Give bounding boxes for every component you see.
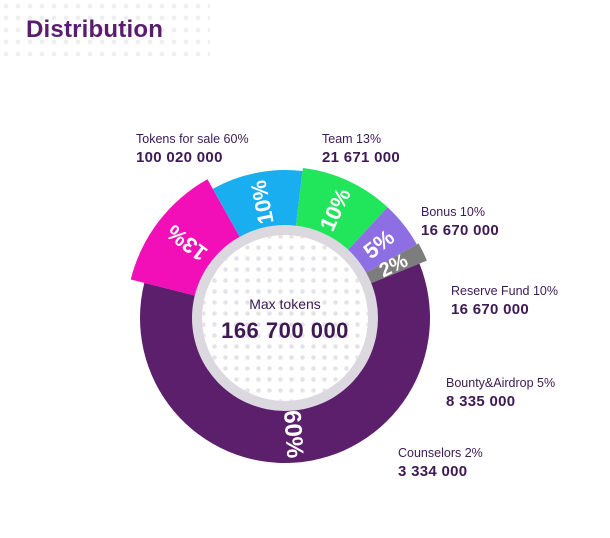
slice-counselors [361,243,427,286]
legend-tokens-for-sale: Tokens for sale 60% 100 020 000 [136,131,249,169]
max-tokens-total: 166 700 000 [221,318,349,343]
center-dot-pattern [202,235,368,401]
slice-percent-label: 60% [278,409,308,459]
slice-bonus [212,170,303,242]
legend-amount: 16 670 000 [421,222,500,239]
legend-team: Team 13% 21 671 000 [322,131,400,169]
slice-team [130,179,243,297]
legend-amount: 100 020 000 [136,149,223,166]
legend-name: Counselors 2% [398,446,483,460]
legend-bonus: Bonus 10% 16 670 000 [421,204,499,242]
legend-amount: 8 335 000 [446,393,516,410]
slice-bountyairdrop [344,207,417,276]
legend-name: Bonus 10% [421,205,485,219]
legend-name: Reserve Fund 10% [451,284,559,298]
dotted-background [0,0,210,60]
legend-amount: 3 334 000 [398,463,468,480]
legend-reserve-fund: Reserve Fund 10% 16 670 000 [451,283,558,321]
legend-name: Tokens for sale 60% [136,132,249,146]
legend-amount: 21 671 000 [322,149,401,166]
max-tokens-caption: Max tokens [249,296,321,312]
page-title: Distribution [26,16,164,43]
legend-name: Bounty&Airdrop 5% [446,376,556,390]
legend-counselors: Counselors 2% 3 334 000 [398,445,483,483]
slice-tokens [140,263,431,464]
legend-amount: 16 670 000 [451,301,530,318]
donut-slices [130,168,431,464]
legend-name: Team 13% [322,132,382,146]
legend-bounty-airdrop: Bounty&Airdrop 5% 8 335 000 [446,375,555,413]
